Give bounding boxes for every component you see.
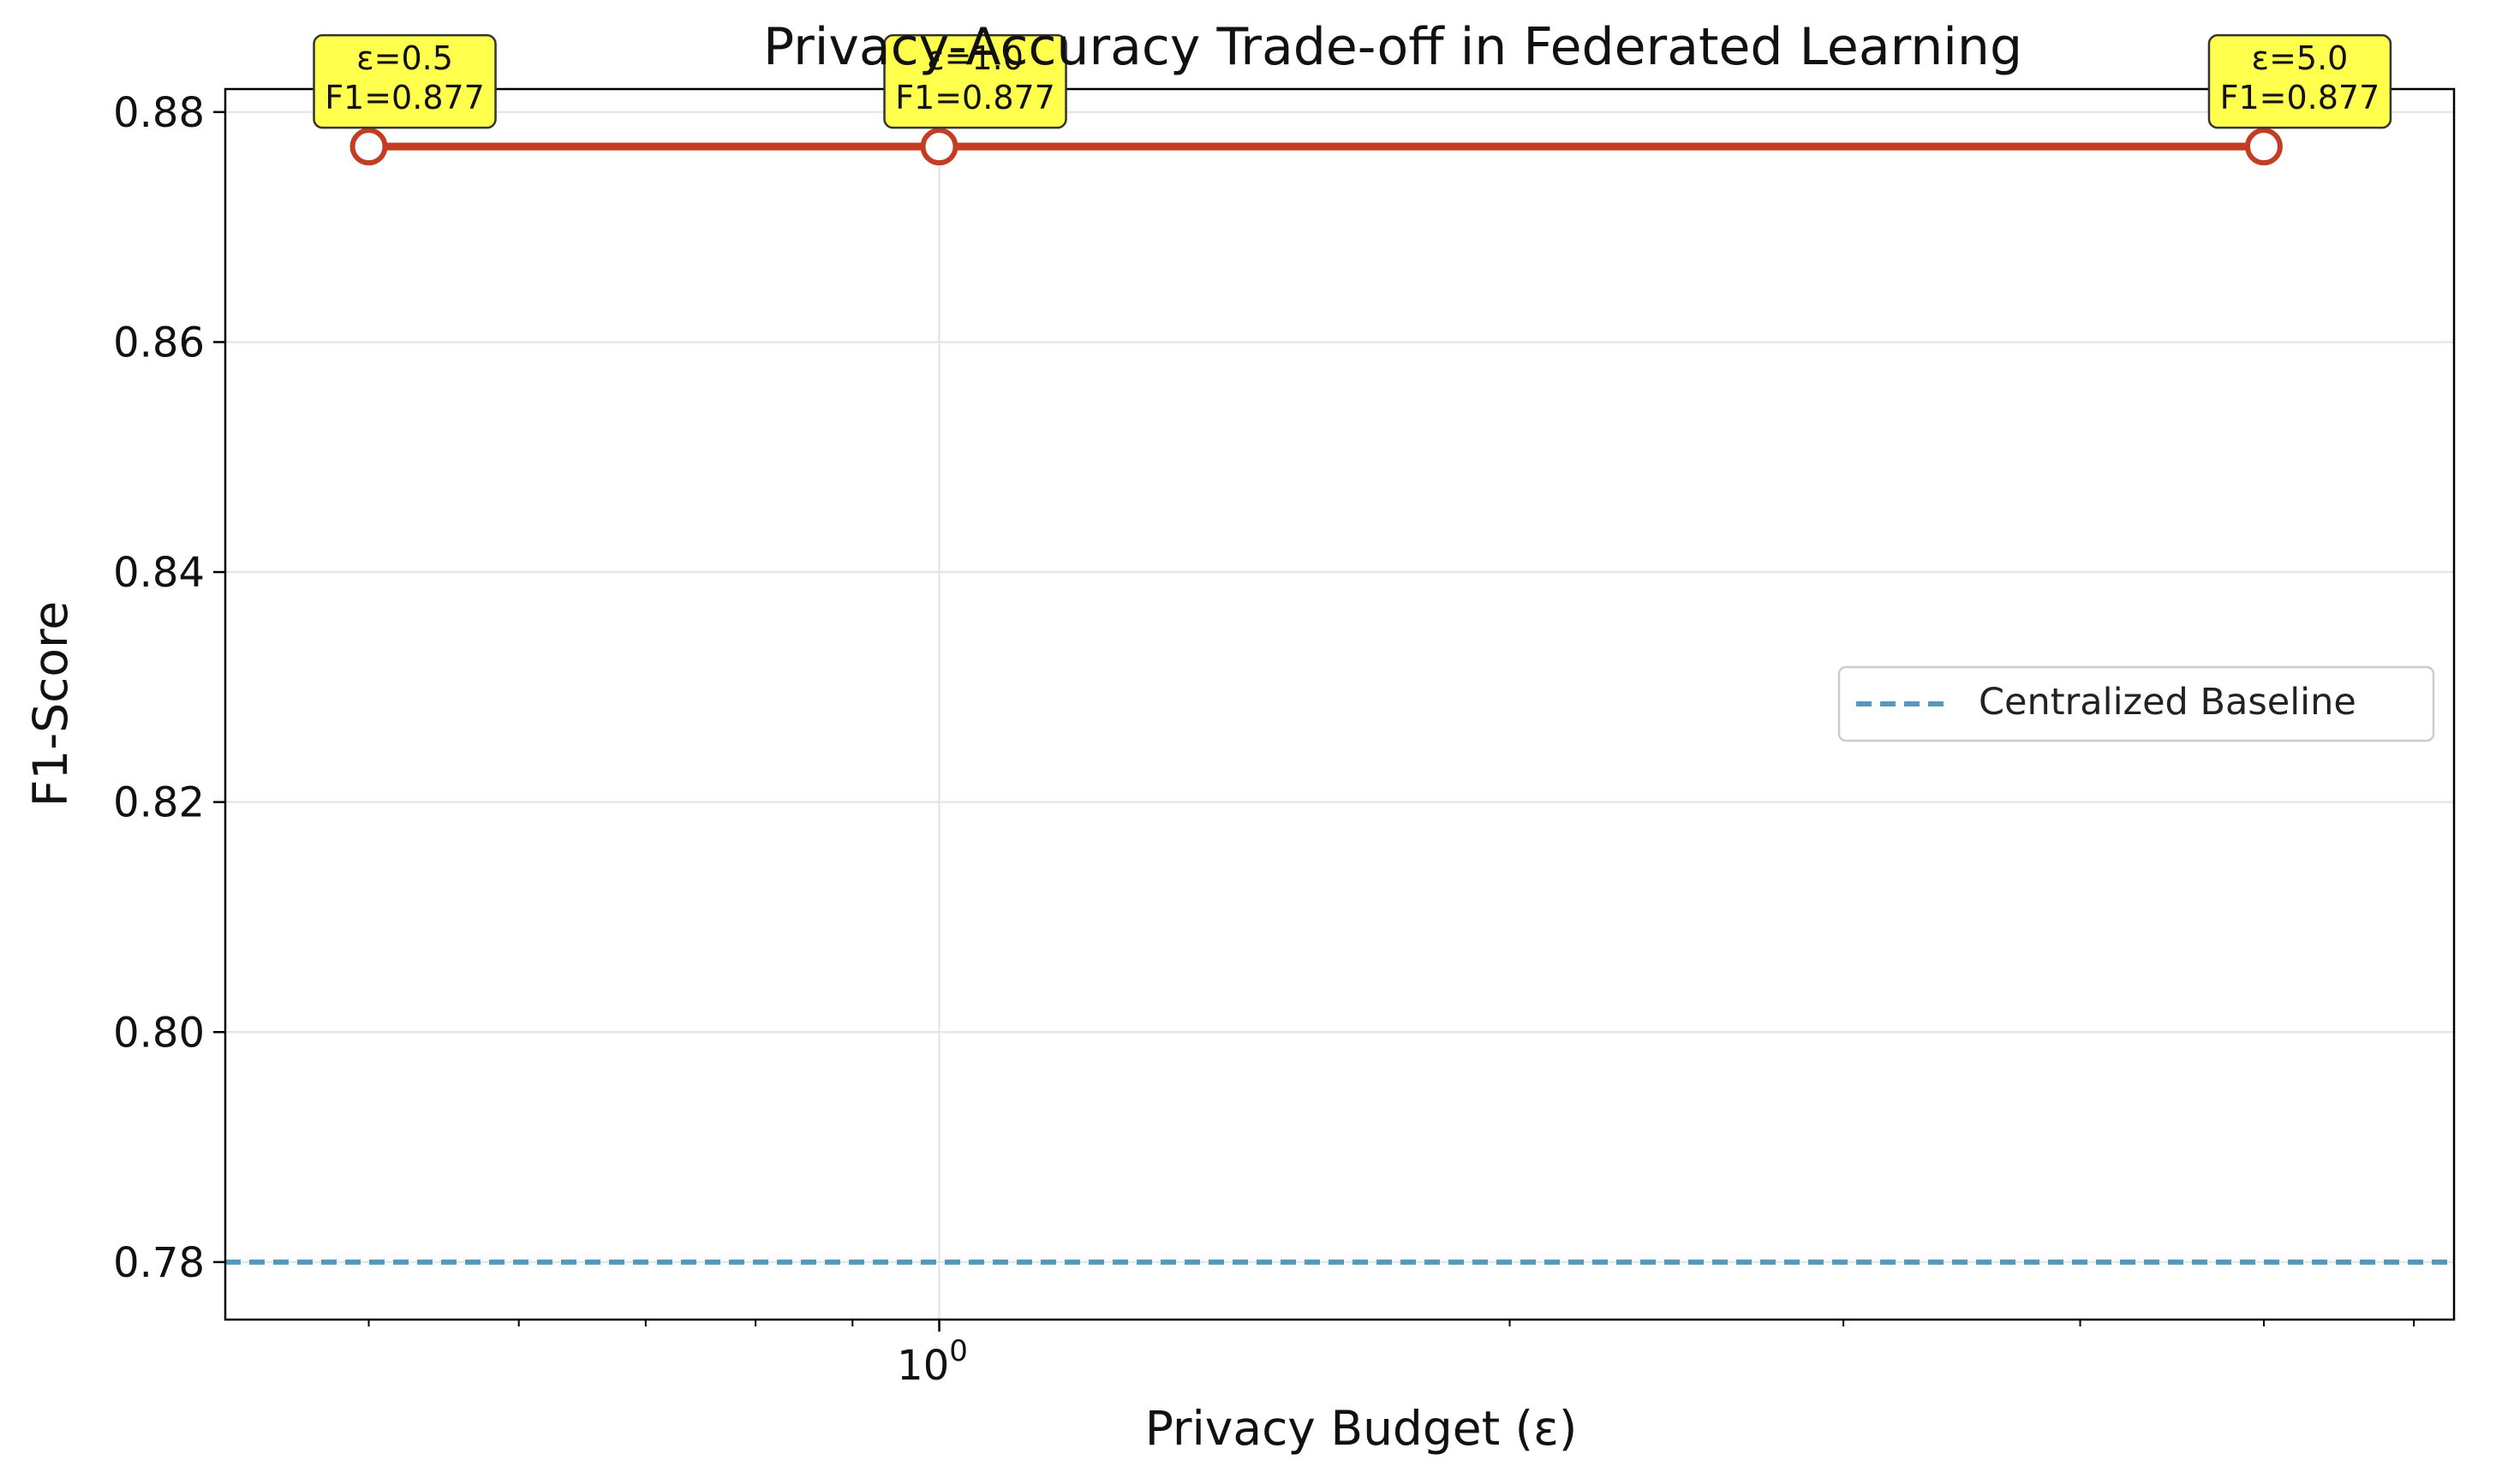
annotation-box — [313, 33, 497, 129]
y-axis-label: F1-Score — [23, 601, 78, 808]
axes-layer: 0.78 0.80 0.82 0.84 0.86 0.88 100 — [113, 89, 2415, 1390]
series-layer — [349, 128, 2283, 166]
annotation-text: F1=0.877 — [895, 79, 1055, 116]
chart-title: Privacy-Accuracy Trade-off in Federated … — [763, 17, 2022, 77]
data-point — [2244, 128, 2283, 166]
annotation: ε=1.0F1=0.877 — [883, 33, 1067, 129]
annotation-text: ε=1.0 — [927, 39, 1024, 77]
annotation-text: F1=0.877 — [2220, 79, 2380, 116]
annotation-box — [2207, 33, 2392, 129]
x-tick-label: 100 — [897, 1334, 968, 1390]
y-tick-label: 0.82 — [113, 779, 205, 827]
annotation-text: F1=0.877 — [325, 79, 485, 116]
data-point — [920, 128, 958, 166]
plot-frame — [224, 87, 2456, 1321]
y-tick-label: 0.86 — [113, 319, 205, 367]
annotation-text: ε=0.5 — [356, 39, 453, 77]
x-axis-label: Privacy Budget (ε) — [1145, 1401, 1578, 1456]
annotation: ε=5.0F1=0.877 — [2207, 33, 2392, 129]
legend: Centralized Baseline — [1837, 665, 2435, 742]
annotation-box — [883, 33, 1067, 129]
data-point — [349, 128, 388, 166]
y-tick-label: 0.88 — [113, 89, 205, 137]
legend-frame — [1837, 665, 2435, 742]
y-tick-label: 0.84 — [113, 549, 205, 597]
annotation: ε=0.5F1=0.877 — [313, 33, 497, 129]
y-tick-label: 0.78 — [113, 1239, 205, 1287]
y-tick-label: 0.80 — [113, 1009, 205, 1057]
legend-baseline-label: Centralized Baseline — [1979, 681, 2356, 724]
annotation-text: ε=5.0 — [2252, 39, 2349, 77]
